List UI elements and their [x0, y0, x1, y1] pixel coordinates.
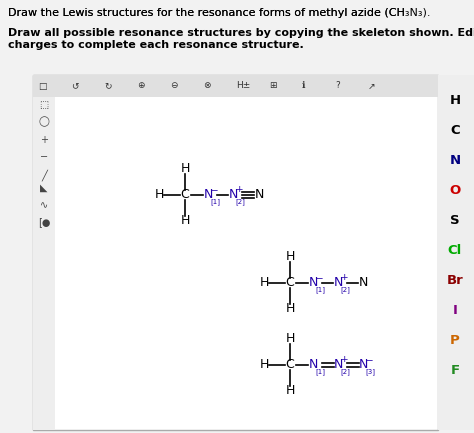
Text: H: H: [180, 214, 190, 227]
Text: +: +: [340, 274, 347, 282]
Text: C: C: [181, 188, 190, 201]
Text: N: N: [255, 188, 264, 201]
Text: N: N: [204, 188, 213, 201]
Text: −: −: [315, 274, 322, 282]
Text: N: N: [229, 188, 238, 201]
Text: H: H: [180, 162, 190, 175]
Text: C: C: [286, 277, 294, 290]
Text: [2]: [2]: [235, 198, 245, 205]
Text: [●: [●: [38, 217, 50, 227]
Text: H: H: [449, 94, 461, 107]
Bar: [438, 75, 474, 430]
Text: ⊖: ⊖: [170, 81, 177, 90]
Text: −: −: [210, 185, 218, 194]
Text: S: S: [450, 213, 460, 226]
Text: [2]: [2]: [340, 368, 350, 375]
Text: ↺: ↺: [71, 81, 79, 90]
Text: ⊞: ⊞: [269, 81, 276, 90]
Text: N: N: [309, 277, 319, 290]
Text: ↻: ↻: [104, 81, 111, 90]
Text: C: C: [286, 359, 294, 372]
Text: H: H: [285, 303, 295, 316]
Text: H±: H±: [236, 81, 250, 90]
Text: [3]: [3]: [365, 368, 375, 375]
Text: ◣: ◣: [40, 183, 48, 193]
Text: +: +: [40, 135, 48, 145]
Text: F: F: [450, 363, 460, 377]
Text: ⊕: ⊕: [137, 81, 145, 90]
Text: H: H: [259, 277, 269, 290]
Text: +: +: [340, 355, 347, 365]
Text: H: H: [259, 359, 269, 372]
Text: Draw the Lewis structures for the resonance forms of methyl azide (CH₃N₃).: Draw the Lewis structures for the resona…: [8, 8, 430, 18]
Text: ↗: ↗: [368, 81, 375, 90]
Text: ◯: ◯: [38, 117, 49, 127]
Bar: [33, 75, 438, 430]
Text: ⊗: ⊗: [203, 81, 210, 90]
Text: [1]: [1]: [315, 368, 325, 375]
Text: [2]: [2]: [340, 286, 350, 293]
Text: Br: Br: [447, 274, 464, 287]
Text: H: H: [285, 385, 295, 397]
Text: N: N: [309, 359, 319, 372]
Text: N: N: [449, 154, 461, 167]
Text: H: H: [285, 333, 295, 346]
Bar: [33, 75, 438, 97]
Text: +: +: [235, 185, 243, 194]
Text: P: P: [450, 333, 460, 346]
Text: Draw all possible resonance structures by copying the skeleton shown. Edit bonds: Draw all possible resonance structures b…: [8, 28, 474, 50]
Text: H: H: [155, 188, 164, 201]
Text: □: □: [38, 81, 46, 90]
Text: ⬚: ⬚: [39, 100, 49, 110]
Text: Draw the Lewis structures for the resonance forms of methyl azide (CH: Draw the Lewis structures for the resona…: [8, 8, 405, 18]
Text: C: C: [450, 123, 460, 136]
Text: H: H: [285, 251, 295, 264]
Text: ∿: ∿: [40, 200, 48, 210]
Text: Cl: Cl: [448, 243, 462, 256]
Text: ╱: ╱: [41, 169, 47, 181]
Text: −: −: [40, 152, 48, 162]
Bar: [33, 97, 55, 430]
Text: N: N: [359, 277, 368, 290]
Text: N: N: [334, 277, 343, 290]
Text: O: O: [449, 184, 461, 197]
Text: ℹ: ℹ: [302, 81, 305, 90]
Text: −: −: [365, 355, 373, 365]
Text: I: I: [453, 304, 457, 317]
Text: N: N: [334, 359, 343, 372]
Text: [1]: [1]: [315, 286, 325, 293]
Text: ?: ?: [335, 81, 340, 90]
Text: N: N: [359, 359, 368, 372]
Text: [1]: [1]: [210, 198, 220, 205]
